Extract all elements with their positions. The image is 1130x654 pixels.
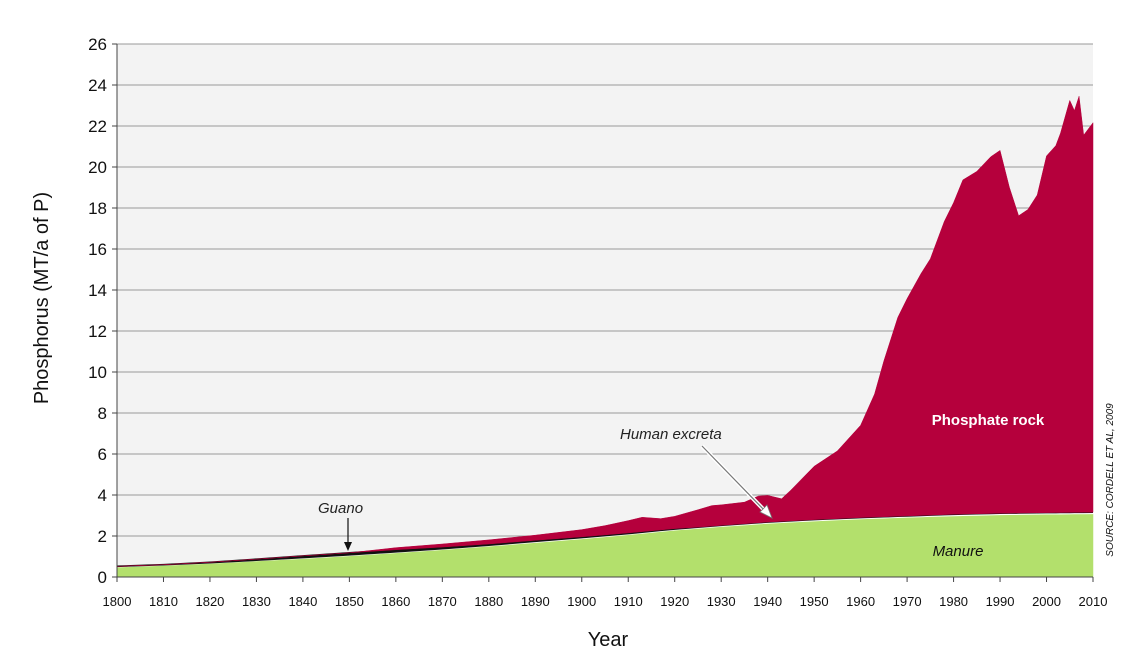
y-tick-label: 22 xyxy=(88,117,107,136)
x-tick-label: 1910 xyxy=(614,594,643,609)
x-tick-label: 1990 xyxy=(986,594,1015,609)
x-tick-label: 1940 xyxy=(753,594,782,609)
area-series xyxy=(116,96,1094,578)
x-tick-label: 1800 xyxy=(103,594,132,609)
series-label-phosphate-rock: Phosphate rock xyxy=(932,412,1045,429)
y-tick-label: 24 xyxy=(88,76,107,95)
y-tick-label: 0 xyxy=(98,568,107,587)
x-tick-label: 1850 xyxy=(335,594,364,609)
x-tick-label: 1820 xyxy=(195,594,224,609)
y-tick-label: 14 xyxy=(88,281,107,300)
y-tick-label: 8 xyxy=(98,404,107,423)
y-tick-label: 18 xyxy=(88,199,107,218)
x-tick-label: 1920 xyxy=(660,594,689,609)
x-tick-label: 1890 xyxy=(521,594,550,609)
gridlines xyxy=(117,43,1093,537)
human-excreta-arrow xyxy=(700,444,773,519)
annotation-guano: Guano xyxy=(318,500,363,517)
annotation-human-excreta: Human excreta xyxy=(620,426,722,443)
guano-arrow xyxy=(344,518,352,551)
y-tick-label: 26 xyxy=(88,35,107,54)
x-tick-label: 1840 xyxy=(288,594,317,609)
x-tick-labels: 1800 1810 1820 1830 1840 1850 1860 1870 1880 1890… xyxy=(103,577,1108,609)
y-tick-label: 12 xyxy=(88,322,107,341)
x-tick-label: 1950 xyxy=(800,594,829,609)
x-tick-label: 1860 xyxy=(381,594,410,609)
x-tick-label: 1960 xyxy=(846,594,875,609)
x-tick-label: 2010 xyxy=(1079,594,1108,609)
x-tick-label: 1980 xyxy=(939,594,968,609)
x-tick-label: 1830 xyxy=(242,594,271,609)
x-tick-label: 1810 xyxy=(149,594,178,609)
area-phosphate-rock xyxy=(116,96,1094,567)
source-note: SOURCE: CORDELL ET AL, 2009 xyxy=(1105,403,1116,557)
x-tick-label: 1880 xyxy=(474,594,503,609)
x-tick-label: 1970 xyxy=(893,594,922,609)
x-tick-label: 2000 xyxy=(1032,594,1061,609)
x-tick-label: 1870 xyxy=(428,594,457,609)
x-axis-title: Year xyxy=(588,629,629,651)
y-tick-label: 10 xyxy=(88,363,107,382)
y-tick-label: 2 xyxy=(98,527,107,546)
y-tick-label: 4 xyxy=(98,486,107,505)
y-tick-label: 6 xyxy=(98,445,107,464)
y-tick-label: 20 xyxy=(88,158,107,177)
x-tick-label: 1900 xyxy=(567,594,596,609)
x-tick-label: 1930 xyxy=(707,594,736,609)
y-axis-title: Phosphorus (MT/a of P) xyxy=(31,192,53,404)
y-tick-label: 16 xyxy=(88,240,107,259)
axes xyxy=(116,44,1093,578)
series-label-manure: Manure xyxy=(933,543,984,560)
